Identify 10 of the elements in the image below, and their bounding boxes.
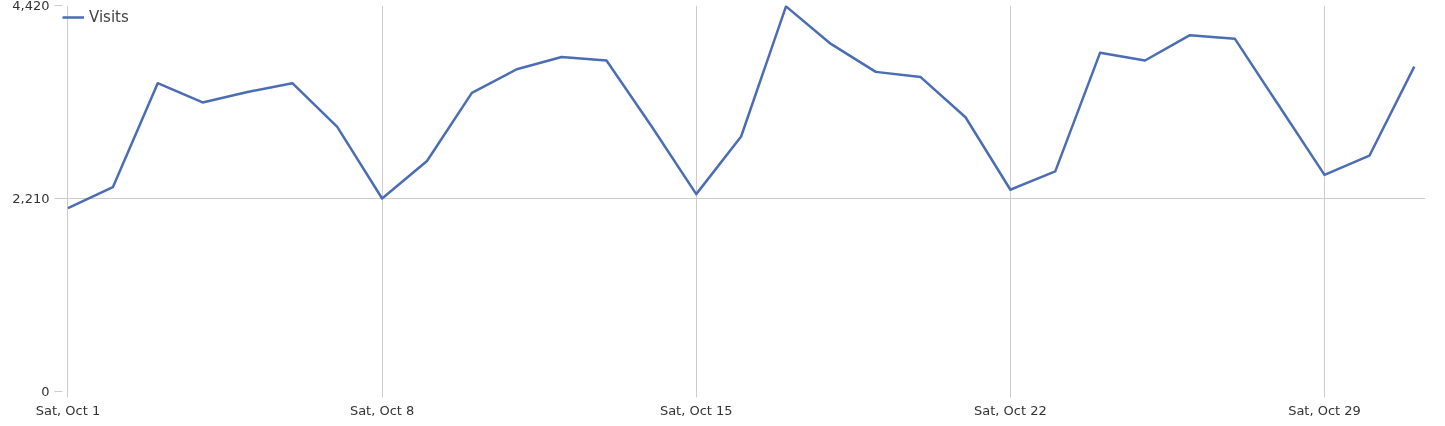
x-tick-label: Sat, Oct 29	[1288, 402, 1361, 418]
y-tick-label: 4,420	[12, 0, 50, 13]
line-series	[66, 5, 1416, 210]
y-tick-label: 2,210	[12, 191, 50, 206]
x-tick-label: Sat, Oct 8	[349, 402, 415, 418]
x-tick-label: Sat, Oct 22	[974, 402, 1047, 418]
x-tick-label: Sat, Oct 1	[35, 402, 101, 418]
x-tick-label: Sat, Oct 15	[659, 402, 733, 418]
legend-label: Visits	[89, 8, 129, 26]
y-tick-label: 0	[41, 384, 50, 399]
